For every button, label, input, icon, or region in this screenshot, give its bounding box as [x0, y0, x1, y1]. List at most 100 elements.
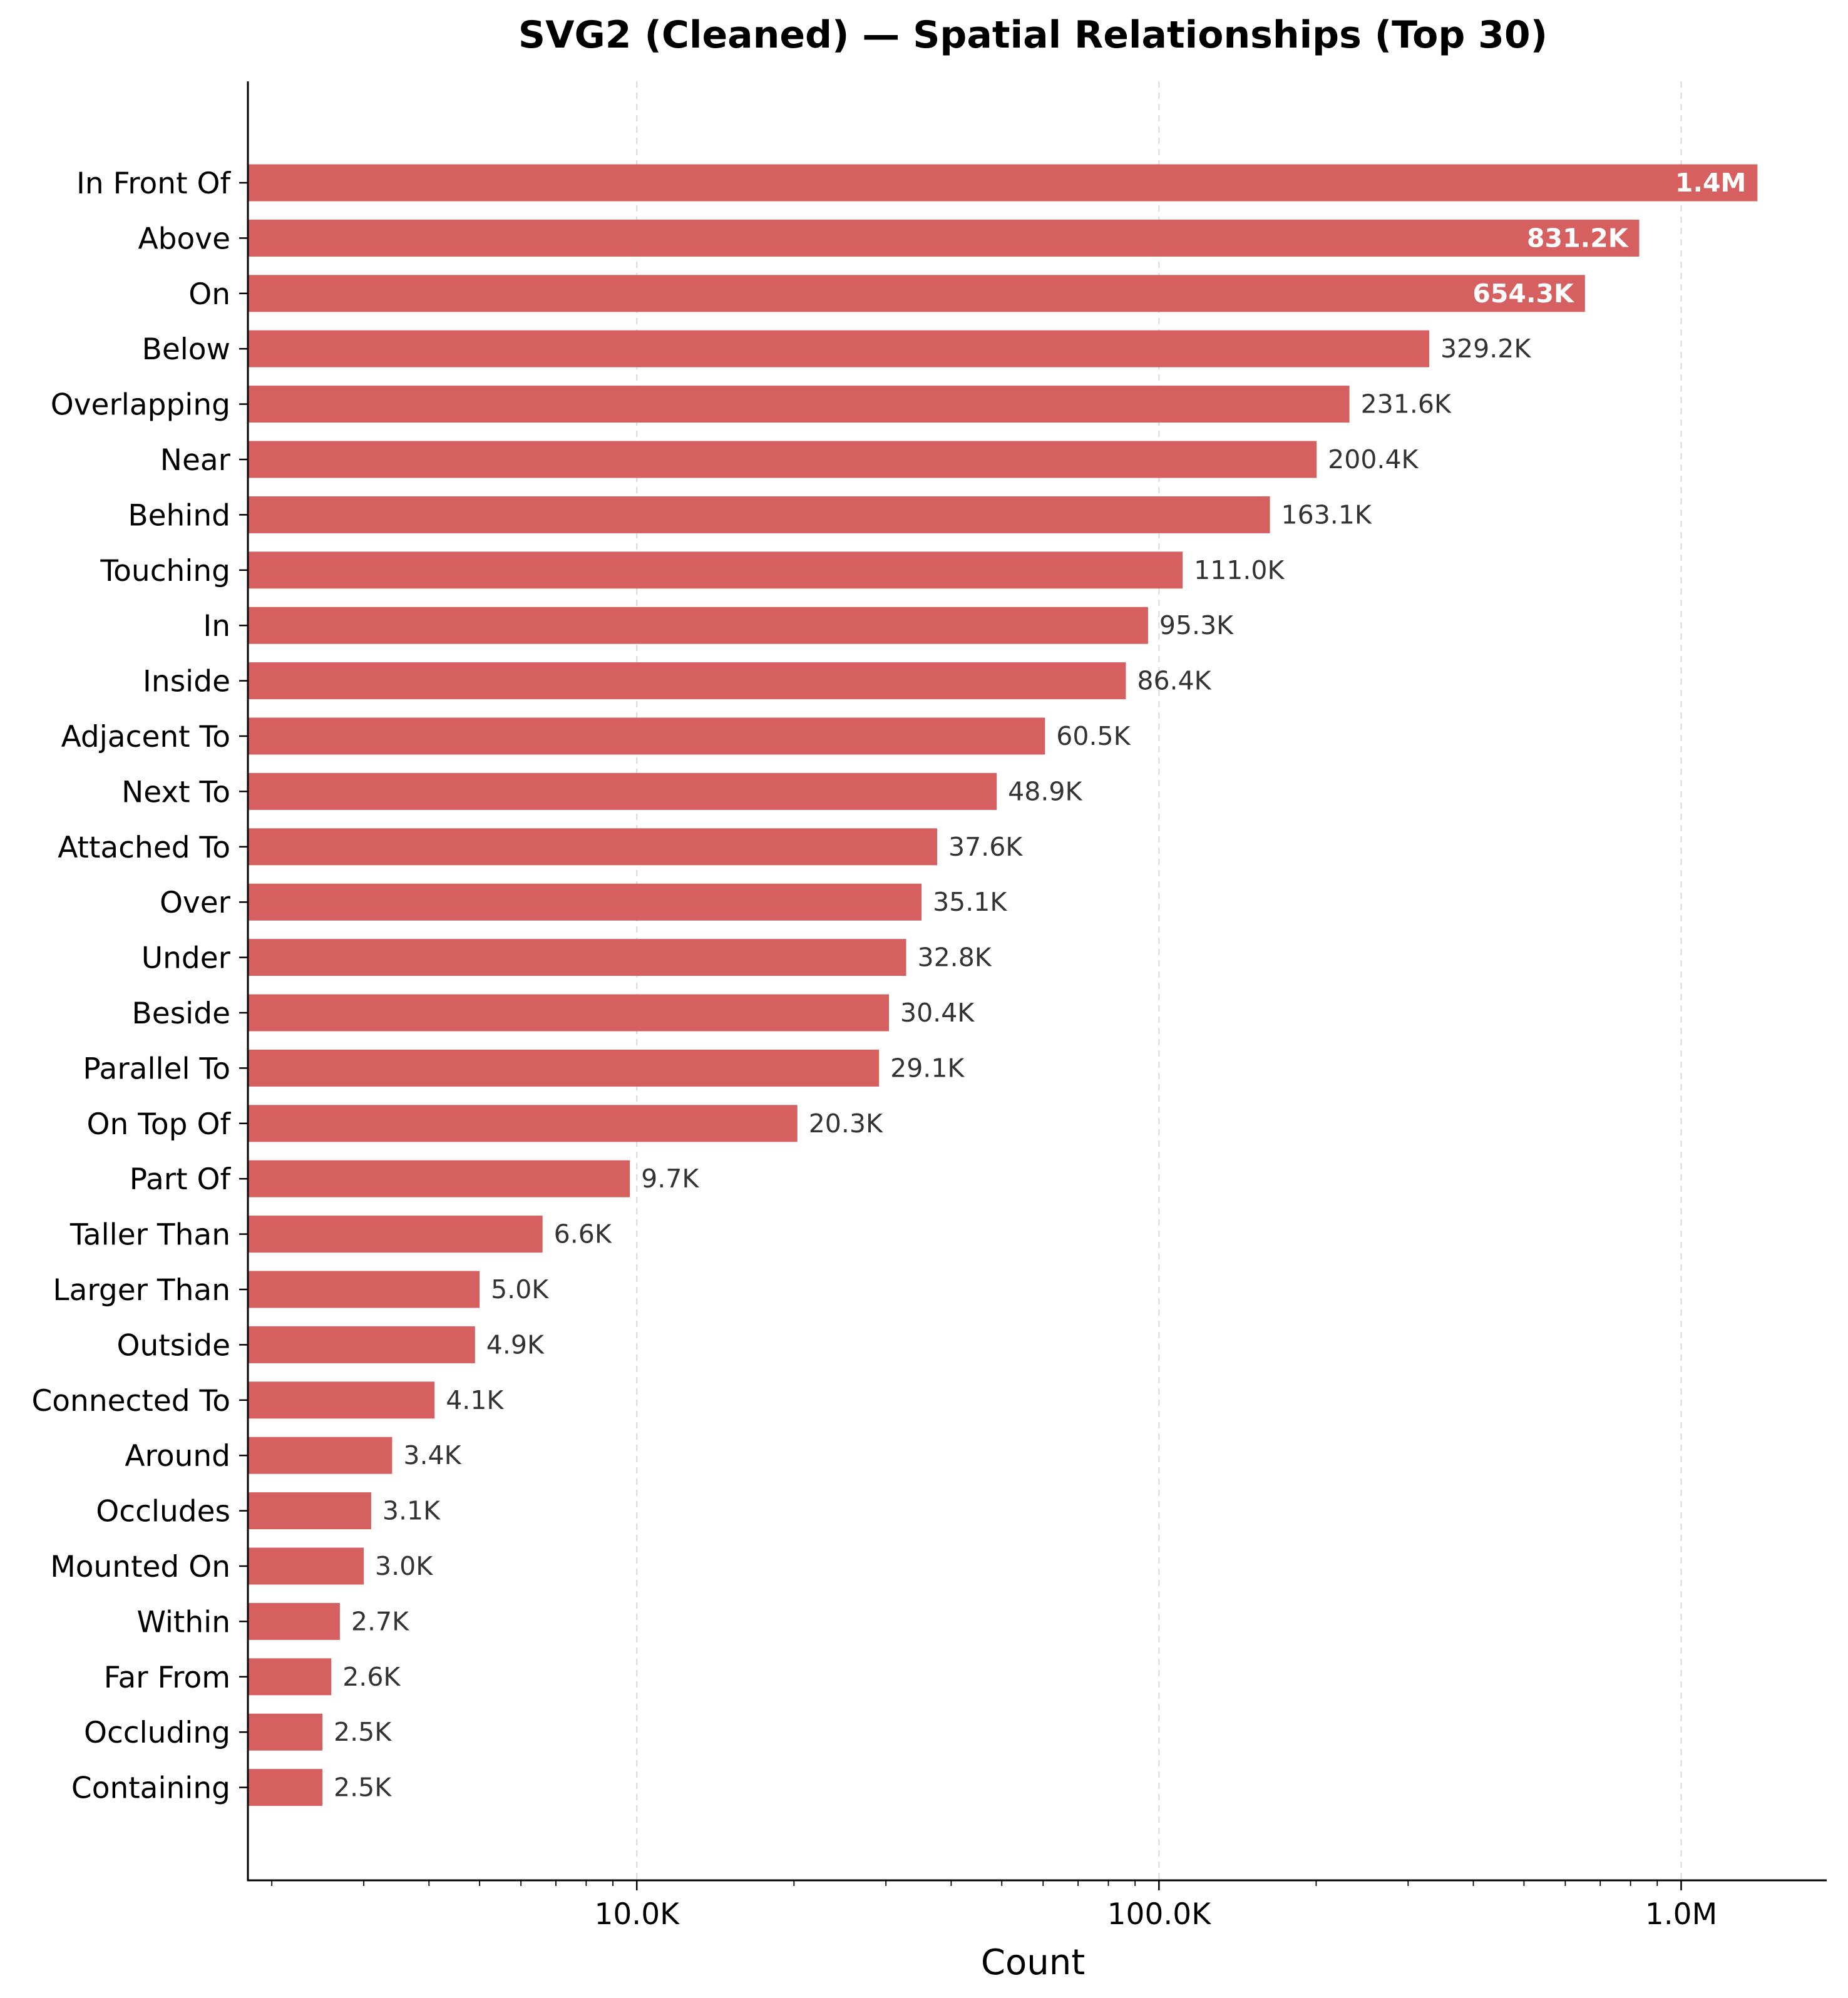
- y-tick-label: Beside: [132, 996, 230, 1031]
- chart-title: SVG2 (Cleaned) — Spatial Relationships (…: [518, 13, 1548, 57]
- x-ticks-group: 10.0K 100.0K 1.0M: [271, 1880, 1717, 1932]
- y-tick-labels-group: In Front Of Above On Below Overlapping Near Be…: [31, 166, 248, 1806]
- x-tick-label: 100.0K: [1107, 1897, 1212, 1932]
- value-label: 6.6K: [554, 1219, 612, 1249]
- value-label: 60.5K: [1056, 721, 1131, 751]
- bar-part-of: [248, 1160, 630, 1197]
- bar-outside: [248, 1326, 475, 1363]
- value-label: 3.1K: [382, 1496, 441, 1526]
- bar-larger-than: [248, 1271, 480, 1308]
- y-tick-label: Adjacent To: [61, 720, 230, 754]
- y-tick-label: Behind: [128, 498, 230, 533]
- bar-attached-to: [248, 828, 937, 866]
- value-label: 37.6K: [948, 832, 1023, 862]
- value-label: 3.4K: [403, 1440, 461, 1470]
- bar-below: [248, 330, 1429, 367]
- y-tick-label: In Front Of: [76, 166, 231, 201]
- bar-inside: [248, 662, 1126, 700]
- y-tick-label: Touching: [100, 554, 230, 588]
- x-tick-label: 10.0K: [594, 1897, 680, 1932]
- y-tick-label: Outside: [116, 1328, 230, 1363]
- y-tick-label: Above: [138, 222, 230, 256]
- y-tick-label: On Top Of: [86, 1107, 231, 1142]
- axes: [247, 81, 1827, 1882]
- y-tick-label: On: [188, 277, 230, 312]
- bar-beside: [248, 994, 889, 1032]
- bar-around: [248, 1437, 393, 1474]
- value-label: 5.0K: [491, 1274, 549, 1304]
- value-label: 329.2K: [1440, 334, 1531, 364]
- value-label: 32.8K: [918, 943, 992, 973]
- y-tick-label: Near: [160, 443, 231, 478]
- value-label: 20.3K: [809, 1109, 883, 1139]
- bar-touching: [248, 551, 1183, 589]
- y-tick-label: Larger Than: [53, 1273, 230, 1308]
- bar-far-from: [248, 1658, 332, 1696]
- y-tick-label: Containing: [71, 1771, 230, 1806]
- value-label: 200.4K: [1328, 444, 1419, 474]
- value-label: 4.1K: [446, 1385, 504, 1415]
- value-label: 30.4K: [900, 998, 975, 1028]
- y-tick-label: Mounted On: [50, 1550, 230, 1584]
- y-tick-label: Inside: [143, 665, 230, 699]
- value-label: 95.3K: [1159, 610, 1234, 640]
- grid-lines: [636, 81, 1682, 1880]
- bar-over: [248, 883, 922, 921]
- y-tick-label: Next To: [121, 775, 230, 809]
- value-label: 1.4M: [1675, 168, 1746, 198]
- y-tick-label: Far From: [104, 1661, 230, 1695]
- value-label: 48.9K: [1008, 776, 1082, 806]
- bar-connected-to: [248, 1381, 435, 1419]
- y-tick-label: Attached To: [58, 831, 230, 865]
- value-label: 654.3K: [1472, 279, 1575, 309]
- bar-above: [248, 219, 1640, 257]
- bar-in: [248, 607, 1148, 644]
- y-tick-label: Occludes: [96, 1495, 230, 1529]
- bar-parallel-to: [248, 1049, 880, 1087]
- value-label: 111.0K: [1194, 555, 1285, 585]
- bar-overlapping: [248, 386, 1350, 423]
- value-label: 831.2K: [1527, 223, 1630, 253]
- y-tick-label: Occluding: [84, 1716, 230, 1750]
- bar-within: [248, 1602, 340, 1640]
- y-tick-label: Overlapping: [51, 388, 230, 423]
- bar-in-front-of: [248, 164, 1758, 202]
- y-tick-label: Around: [125, 1439, 230, 1473]
- value-label: 2.5K: [334, 1773, 392, 1803]
- bar-taller-than: [248, 1216, 543, 1253]
- y-tick-label: Connected To: [31, 1384, 230, 1418]
- bar-occluding: [248, 1713, 323, 1751]
- y-tick-label: Over: [160, 886, 231, 920]
- value-label: 3.0K: [375, 1551, 433, 1581]
- y-tick-label: In: [203, 609, 230, 643]
- bar-near: [248, 441, 1317, 478]
- x-axis-label: Count: [981, 1942, 1085, 1983]
- value-label: 2.5K: [334, 1717, 392, 1747]
- y-tick-label: Within: [136, 1605, 230, 1639]
- y-tick-label: Below: [142, 332, 230, 367]
- value-label: 9.7K: [641, 1164, 699, 1194]
- bar-on: [248, 275, 1585, 312]
- y-tick-label: Under: [141, 941, 231, 976]
- bar-under: [248, 939, 906, 976]
- value-label: 4.9K: [486, 1329, 545, 1360]
- value-label: 35.1K: [933, 887, 1007, 917]
- bar-adjacent-to: [248, 717, 1045, 755]
- bars-group: [248, 164, 1758, 1806]
- x-tick-label: 1.0M: [1645, 1897, 1717, 1932]
- y-tick-label: Taller Than: [69, 1218, 230, 1253]
- value-label: 29.1K: [890, 1053, 965, 1083]
- bar-on-top-of: [248, 1105, 798, 1142]
- value-label: 2.7K: [351, 1606, 409, 1636]
- bar-mounted-on: [248, 1547, 364, 1585]
- bar-occludes: [248, 1492, 371, 1530]
- value-label: 2.6K: [342, 1662, 401, 1692]
- value-labels-group: 1.4M 831.2K 654.3K 329.2K 231.6K 200.4K 163.1K…: [334, 168, 1746, 1803]
- bar-containing: [248, 1769, 323, 1806]
- bar-behind: [248, 496, 1270, 533]
- y-tick-label: Parallel To: [83, 1052, 230, 1086]
- bar-next-to: [248, 772, 997, 810]
- value-label: 86.4K: [1137, 666, 1211, 696]
- y-tick-label: Part Of: [130, 1162, 232, 1197]
